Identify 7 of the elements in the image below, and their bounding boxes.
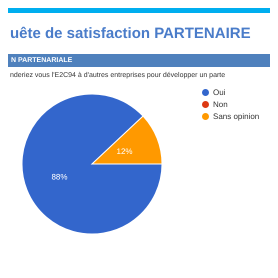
data-label: 12% <box>116 146 133 156</box>
legend-label: Non <box>213 100 228 109</box>
pie-slice <box>22 94 162 234</box>
legend-label: Oui <box>213 88 226 97</box>
legend-label: Sans opinion <box>213 112 260 121</box>
chart-title: uête de satisfaction PARTENAIRE <box>10 25 252 42</box>
data-label: 88% <box>51 172 68 182</box>
